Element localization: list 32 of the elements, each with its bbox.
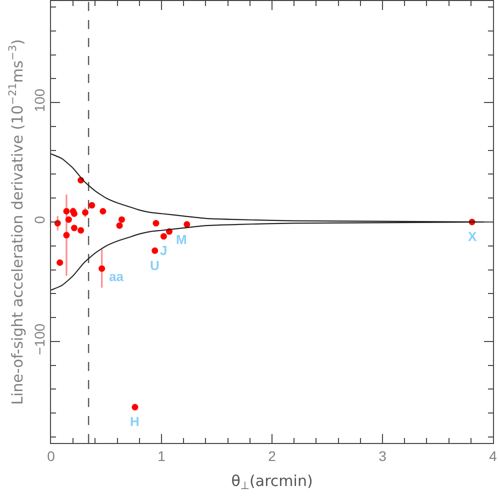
point (63, 208, 70, 214)
point (184, 221, 190, 228)
point (132, 404, 138, 410)
y-tick-label: −100 (31, 323, 48, 356)
point (70, 210, 78, 217)
point (56, 259, 64, 266)
point (98, 265, 106, 272)
point (63, 232, 70, 238)
annotation: aa (109, 269, 124, 284)
point (100, 208, 106, 214)
point (78, 227, 84, 234)
point (118, 216, 125, 223)
point (65, 216, 72, 223)
point (88, 202, 96, 209)
annotation: U (150, 258, 160, 273)
x-axis-title: θ$_{⊥}$(arcmin) (231, 472, 313, 492)
point (116, 222, 123, 229)
annotation: X (468, 229, 477, 244)
x-tick-label: 1 (158, 448, 166, 464)
annotation: M (176, 232, 187, 247)
point (70, 224, 78, 232)
point (152, 247, 158, 254)
x-tick-label: 4 (489, 448, 498, 464)
annotation: J (160, 243, 168, 258)
point (82, 209, 89, 216)
point (160, 233, 167, 240)
point (152, 220, 160, 226)
y-tick-label: 0 (31, 216, 48, 224)
y-tick-label: 100 (31, 88, 48, 112)
annotation: H (130, 414, 140, 429)
x-tick-label: 3 (378, 448, 387, 464)
x-tick-label: 2 (268, 448, 276, 464)
